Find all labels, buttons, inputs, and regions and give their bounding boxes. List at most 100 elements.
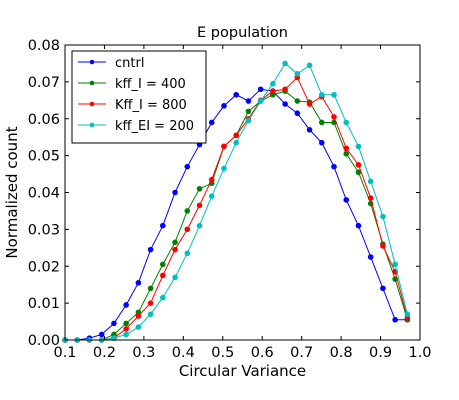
y-tick-label: 0.04 bbox=[28, 186, 60, 202]
data-point bbox=[160, 294, 166, 301]
data-point bbox=[392, 261, 398, 268]
legend-frame bbox=[71, 50, 207, 144]
data-point bbox=[355, 162, 362, 168]
data-point bbox=[196, 186, 203, 192]
x-tick-label: 0.1 bbox=[53, 345, 76, 361]
data-point bbox=[404, 311, 411, 317]
data-point bbox=[380, 285, 386, 292]
series-layer bbox=[62, 60, 411, 343]
data-point bbox=[233, 132, 239, 139]
y-tick-label: 0.02 bbox=[28, 259, 60, 275]
data-point bbox=[98, 331, 105, 338]
data-point bbox=[147, 285, 154, 292]
data-point bbox=[343, 197, 350, 203]
y-tick-label: 0.03 bbox=[28, 222, 60, 238]
data-point bbox=[221, 165, 227, 172]
y-tick-label: 0.01 bbox=[28, 296, 60, 312]
series-2 bbox=[62, 74, 411, 343]
data-point bbox=[184, 163, 191, 170]
x-tick-label: 0.8 bbox=[330, 345, 353, 361]
legend-marker bbox=[89, 59, 95, 65]
data-point bbox=[196, 222, 203, 229]
data-point bbox=[123, 320, 129, 327]
data-point bbox=[318, 119, 325, 126]
x-tick-label: 0.4 bbox=[172, 345, 195, 361]
data-point bbox=[160, 222, 166, 229]
data-point bbox=[306, 127, 313, 133]
data-point bbox=[172, 246, 178, 253]
data-point bbox=[257, 86, 264, 93]
x-tick-label: 0.9 bbox=[369, 345, 392, 361]
data-point bbox=[196, 202, 203, 209]
chart-title: E population bbox=[197, 25, 288, 41]
legend-item: Kff_I = 800 bbox=[78, 98, 187, 113]
data-point bbox=[257, 98, 264, 104]
y-tick-label: 0.05 bbox=[28, 149, 60, 165]
x-tick-label: 0.7 bbox=[290, 345, 313, 361]
x-axis-label: Circular Variance bbox=[179, 362, 306, 380]
data-point bbox=[147, 311, 154, 317]
data-point bbox=[184, 250, 191, 257]
data-point bbox=[331, 114, 337, 120]
x-tick-label: 0.6 bbox=[251, 345, 274, 361]
y-tick-label: 0.07 bbox=[28, 75, 60, 91]
data-point bbox=[380, 243, 386, 249]
data-point bbox=[233, 139, 239, 146]
x-tick-label: 0.5 bbox=[211, 345, 234, 361]
data-point bbox=[208, 119, 215, 126]
data-point bbox=[233, 91, 239, 98]
data-point bbox=[367, 178, 374, 185]
data-point bbox=[367, 254, 374, 260]
data-point bbox=[172, 189, 178, 196]
data-point bbox=[221, 143, 227, 150]
data-point bbox=[135, 313, 142, 319]
data-point bbox=[343, 150, 350, 157]
y-tick-label: 0.08 bbox=[28, 38, 60, 54]
data-point bbox=[208, 176, 215, 183]
data-point bbox=[135, 324, 142, 330]
legend-label: cntrl bbox=[115, 56, 144, 71]
y-tick-label: 0.06 bbox=[28, 112, 60, 128]
data-point bbox=[306, 62, 313, 69]
data-point bbox=[367, 195, 374, 201]
data-point bbox=[380, 213, 386, 220]
data-point bbox=[306, 101, 313, 107]
data-point bbox=[331, 163, 337, 170]
data-point bbox=[270, 80, 276, 87]
data-point bbox=[160, 272, 166, 279]
legend-item: kff_EI = 200 bbox=[78, 119, 194, 134]
ticks-layer: 0.1 0.2 0.3 0.4 0.5 0.6 0.7 0.8 0.9 1.0 0.00 0.01 0.… bbox=[28, 38, 432, 361]
data-point bbox=[282, 60, 288, 67]
data-point bbox=[294, 70, 301, 77]
legend-label: kff_I = 400 bbox=[115, 77, 186, 92]
data-point bbox=[245, 108, 252, 115]
data-point bbox=[221, 103, 227, 109]
data-point bbox=[245, 98, 252, 104]
data-point bbox=[208, 193, 215, 199]
data-point bbox=[245, 117, 252, 124]
data-point bbox=[318, 139, 325, 146]
legend-marker bbox=[89, 80, 95, 86]
legend-item: kff_I = 400 bbox=[78, 77, 186, 92]
data-point bbox=[343, 145, 350, 152]
data-point bbox=[172, 239, 178, 246]
data-point bbox=[331, 91, 337, 98]
y-tick-label: 0.00 bbox=[28, 333, 60, 349]
x-tick-label: 0.2 bbox=[93, 345, 116, 361]
legend: cntrl kff_I = 400 Kff_I = 800 kff_EI = 200 bbox=[71, 50, 207, 144]
data-point bbox=[184, 208, 191, 214]
y-axis-label: Normalized count bbox=[3, 126, 21, 258]
data-point bbox=[160, 261, 166, 268]
data-point bbox=[355, 222, 362, 229]
data-point bbox=[111, 320, 117, 327]
legend-label: kff_EI = 200 bbox=[115, 119, 194, 134]
data-point bbox=[282, 101, 288, 107]
data-point bbox=[294, 98, 301, 104]
data-point bbox=[392, 316, 398, 323]
data-point bbox=[123, 326, 129, 332]
x-tick-label: 0.3 bbox=[132, 345, 155, 361]
legend-marker bbox=[89, 101, 95, 107]
data-point bbox=[343, 119, 350, 126]
data-point bbox=[318, 91, 325, 98]
